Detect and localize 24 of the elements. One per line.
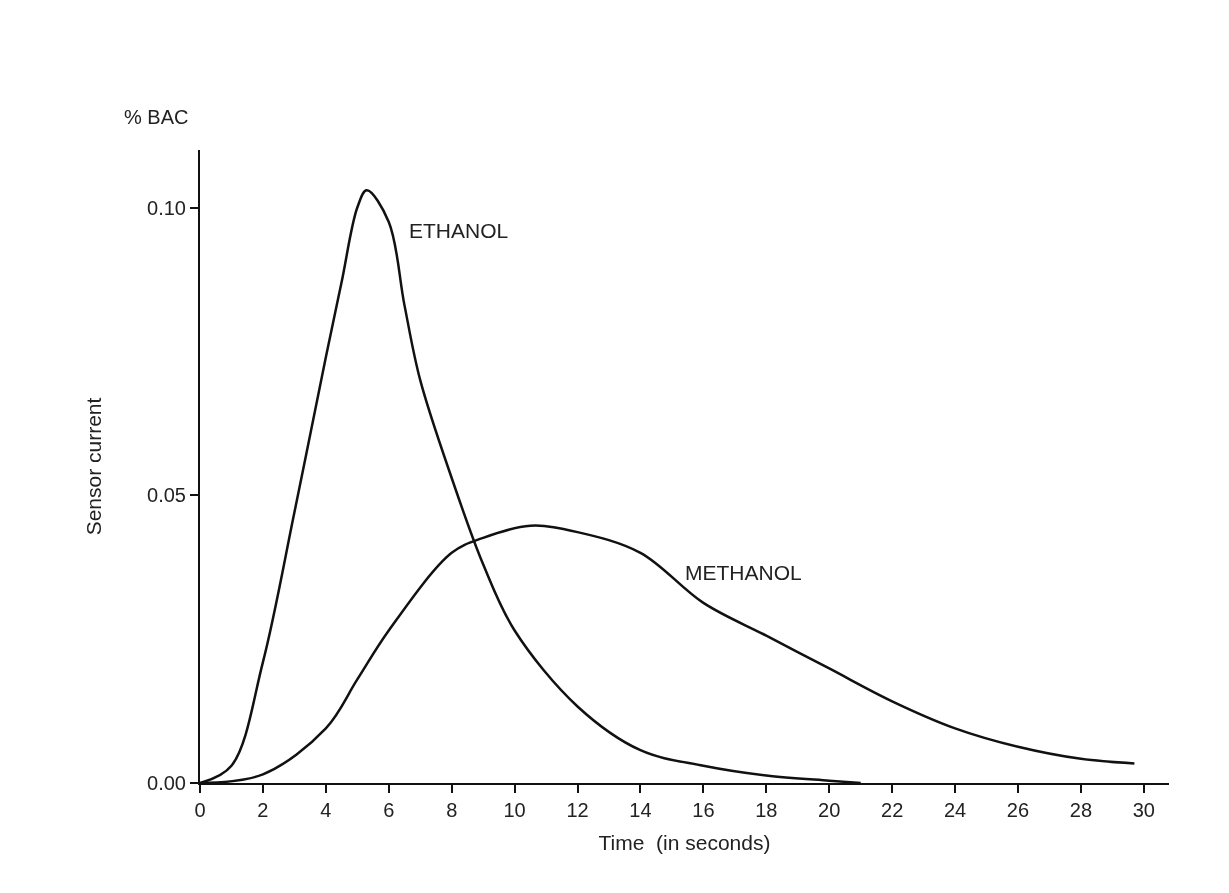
series-label: METHANOL — [685, 561, 802, 584]
y-axis-title: Sensor current — [81, 397, 105, 536]
x-tick-label: 30 — [1132, 799, 1155, 821]
y-tick-label: 0.05 — [147, 484, 186, 507]
x-tick-label: 0 — [194, 799, 206, 821]
y-tick-label: 0.00 — [147, 772, 186, 794]
x-tick-label: 26 — [1006, 799, 1030, 821]
x-tick-label: 12 — [566, 799, 589, 821]
y-tick-label: 0.10 — [147, 196, 186, 219]
x-axis-title: Time (in seconds) — [598, 830, 771, 854]
x-tick-label: 20 — [818, 799, 841, 821]
x-tick-label: 24 — [943, 799, 967, 821]
x-tick-label: 4 — [320, 799, 332, 821]
x-tick-label: 6 — [383, 799, 395, 821]
x-tick-label: 2 — [257, 799, 269, 821]
x-tick-label: 18 — [755, 799, 778, 821]
x-tick-label: 10 — [503, 799, 526, 821]
x-tick-label: 28 — [1069, 799, 1093, 821]
x-tick-label: 22 — [881, 799, 904, 821]
x-tick-label: 14 — [629, 799, 652, 821]
text: % BAC — [124, 106, 189, 128]
series-label: ETHANOL — [409, 219, 509, 242]
x-tick-label: 16 — [692, 799, 715, 821]
x-tick-label: 8 — [446, 799, 458, 821]
